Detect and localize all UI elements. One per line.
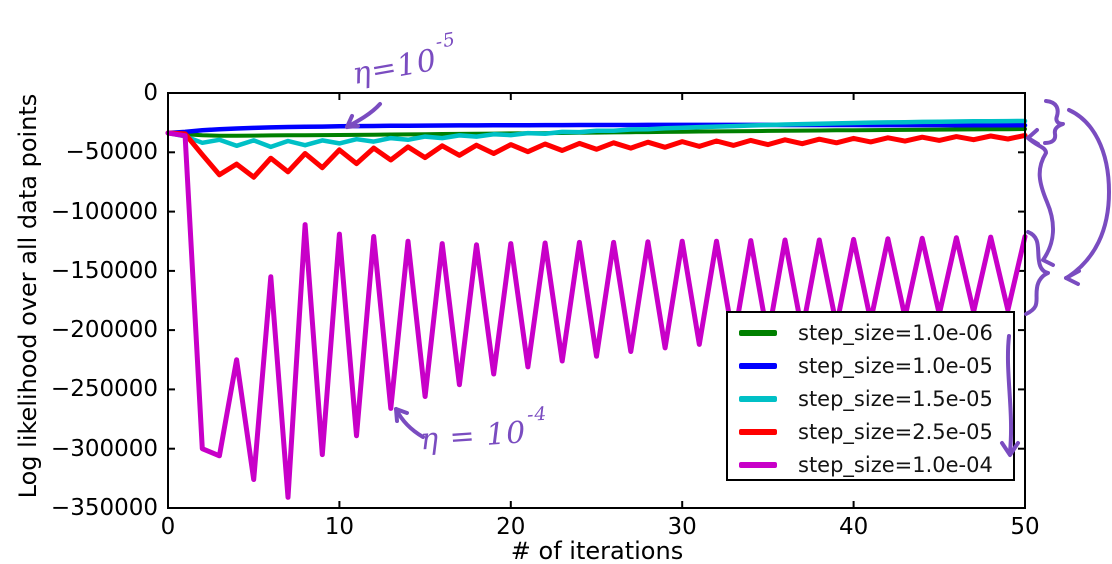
x-axis-label: # of iterations — [510, 537, 684, 564]
x-tick-label: 30 — [667, 514, 697, 540]
legend: step_size=1.0e-06 step_size=1.0e-05 step_s… — [726, 311, 1015, 481]
legend-label: step_size=1.0e-06 — [798, 320, 993, 345]
annotation-eta-1e-4-exp: -4 — [526, 403, 548, 426]
y-tick-label: −200000 — [50, 317, 158, 344]
y-tick-label: 0 — [143, 80, 158, 106]
legend-label: step_size=2.5e-05 — [798, 420, 993, 445]
legend-swatch — [739, 395, 777, 402]
x-tick-label: 0 — [160, 514, 176, 540]
legend-swatch — [739, 462, 777, 469]
y-tick-label: −100000 — [50, 198, 158, 225]
legend-item: step_size=1.0e-06 — [728, 316, 1013, 349]
legend-swatch — [739, 362, 777, 369]
series-line-step_size=2.5e-05 — [165, 130, 1028, 180]
y-tick-label: −250000 — [50, 376, 158, 403]
annotation-eta-1e-4-base: η = 10 — [418, 415, 528, 458]
legend-label: step_size=1.0e-04 — [798, 453, 993, 478]
legend-label: step_size=1.0e-05 — [798, 353, 993, 378]
series-line-step_size=1.5e-05 — [165, 118, 1028, 150]
y-tick-label: −300000 — [50, 435, 158, 462]
legend-item: step_size=1.0e-05 — [728, 349, 1013, 382]
y-tick-label: −350000 — [50, 495, 158, 521]
y-tick-label: −50000 — [65, 139, 158, 166]
legend-item: step_size=2.5e-05 — [728, 416, 1013, 449]
x-tick-label: 10 — [324, 514, 355, 540]
annotation-eta-1e-5-exp: -5 — [433, 28, 458, 54]
y-tick-label: −150000 — [50, 257, 158, 284]
x-tick-label: 20 — [496, 514, 526, 540]
series-line-step_size=1.0e-05 — [165, 122, 1028, 136]
legend-label: step_size=1.5e-05 — [798, 386, 993, 411]
series-line-step_size=1.0e-04 — [165, 130, 1028, 500]
x-tick-label: 40 — [838, 514, 869, 540]
legend-swatch — [739, 429, 777, 436]
x-tick-label: 50 — [1010, 514, 1040, 540]
legend-item: step_size=1.5e-05 — [728, 382, 1013, 415]
legend-item: step_size=1.0e-04 — [728, 449, 1013, 482]
legend-swatch — [739, 329, 777, 336]
